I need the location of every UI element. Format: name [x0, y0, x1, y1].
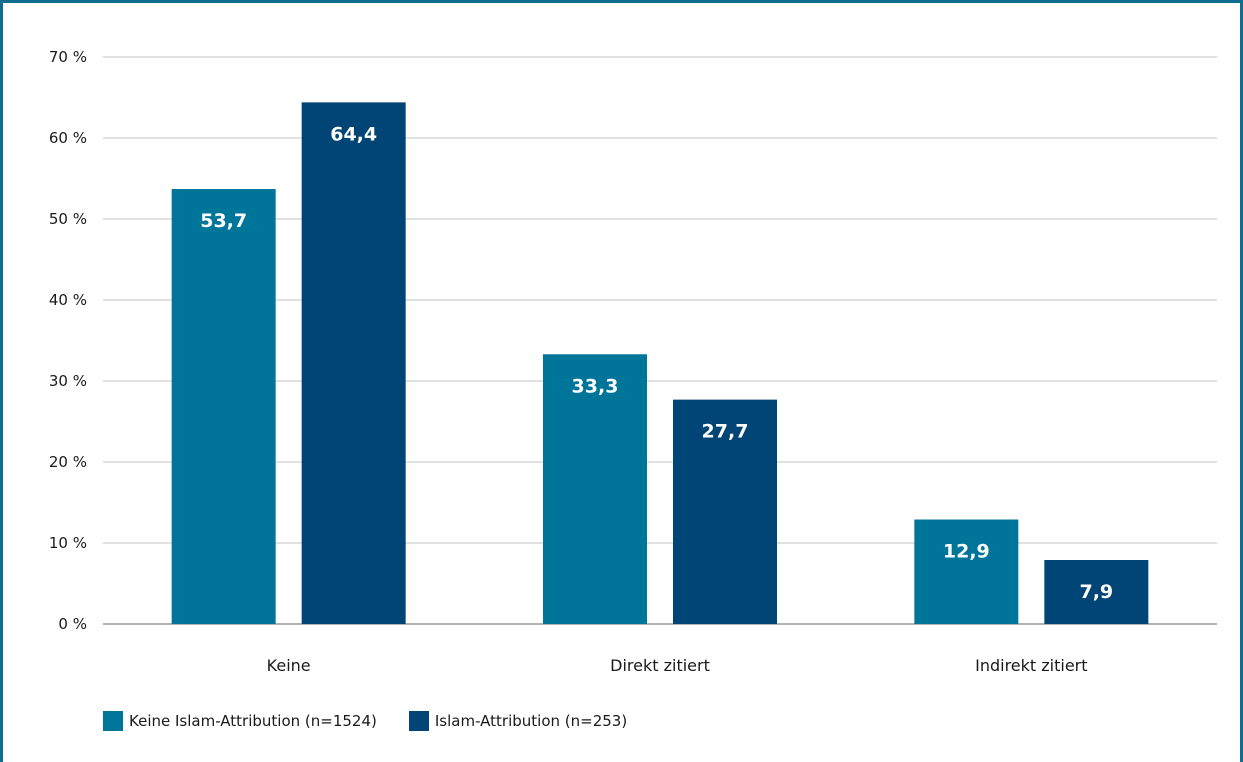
data-labels: 53,7 64,4 33,3 27,7 12,9 7,9: [200, 123, 1113, 603]
y-tick-label: 0 %: [58, 615, 87, 633]
y-tick-label: 70 %: [49, 48, 87, 66]
legend: Keine Islam-Attribution (n=1524) Islam-A…: [103, 711, 659, 731]
y-tick-label: 40 %: [49, 291, 87, 309]
legend-item-series-2: Islam-Attribution (n=253): [408, 711, 628, 731]
bar-2-1: [301, 102, 406, 625]
legend-swatch-series-2: [408, 711, 429, 731]
data-label: 7,9: [1079, 581, 1113, 603]
legend-swatch-series-1: [103, 711, 123, 731]
legend-item-series-1: Keine Islam-Attribution (n=1524): [103, 711, 377, 731]
legend-label-series-2: Islam-Attribution (n=253): [434, 712, 628, 730]
bar-1-2: [543, 354, 647, 624]
y-tick-label: 10 %: [49, 534, 87, 552]
gridlines: [103, 56, 1217, 625]
x-axis-category-labels: Keine Direkt zitiert Indirekt zitiert: [267, 656, 1088, 675]
y-tick-label: 30 %: [49, 372, 87, 390]
x-category-label: Direkt zitiert: [610, 656, 710, 675]
data-label: 33,3: [572, 375, 619, 397]
bar-1-3: [914, 519, 1019, 624]
y-axis-tick-labels: 0 % 10 % 20 % 30 % 40 % 50 % 60 % 70 %: [49, 48, 87, 633]
bar-2-2: [673, 399, 777, 624]
y-tick-label: 20 %: [49, 453, 87, 471]
x-category-label: Indirekt zitiert: [975, 656, 1087, 675]
bars: [171, 102, 1149, 625]
legend-label-series-1: Keine Islam-Attribution (n=1524): [129, 712, 377, 730]
data-label: 12,9: [943, 541, 990, 563]
bar-2-3: [1044, 560, 1149, 624]
y-tick-label: 50 %: [49, 210, 87, 228]
y-tick-label: 60 %: [49, 129, 87, 147]
bar-1-1: [171, 189, 276, 624]
data-label: 27,7: [702, 421, 749, 443]
x-category-label: Keine: [267, 656, 311, 675]
bar-chart: 0 % 10 % 20 % 30 % 40 % 50 % 60 % 70 % 53,7 64,4…: [49, 48, 1217, 675]
data-label: 64,4: [330, 123, 377, 145]
data-label: 53,7: [200, 210, 247, 232]
